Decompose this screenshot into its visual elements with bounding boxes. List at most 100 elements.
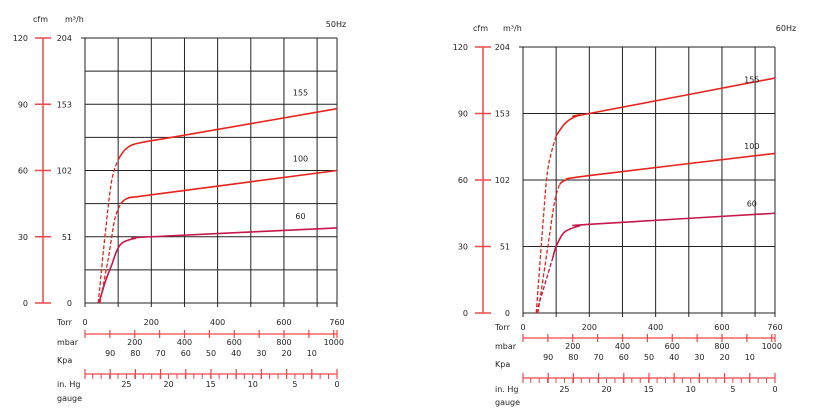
curve-100-solid bbox=[558, 152, 776, 186]
curve-label-155: 155 bbox=[744, 75, 759, 84]
m3h-tick-label: 204 bbox=[57, 34, 72, 43]
chart-50Hz: cfm m³/h 50Hz 0 0 30 51 60 102 90 153 120 204 Torr 0 20… bbox=[13, 15, 346, 403]
curve-label-100: 100 bbox=[744, 142, 759, 151]
kpa-tick-label: 70 bbox=[594, 353, 604, 362]
curve-label-60: 60 bbox=[295, 212, 305, 221]
kpa-tick-label: 90 bbox=[543, 353, 553, 362]
series-100: 100 bbox=[537, 142, 776, 314]
inhg-tick-label: 5 bbox=[730, 385, 735, 394]
kpa-tick-label: 30 bbox=[256, 349, 266, 358]
curve-label-60: 60 bbox=[747, 200, 757, 209]
series-100: 100 bbox=[99, 155, 338, 304]
mbar-axis-label: mbar bbox=[57, 338, 79, 347]
series-155: 155 bbox=[535, 75, 776, 314]
inhg-gauge-label: gauge bbox=[495, 398, 520, 407]
inhg-tick-label: 25 bbox=[121, 380, 131, 389]
kpa-tick-label: 70 bbox=[156, 349, 166, 358]
series-155: 155 bbox=[97, 88, 338, 304]
cfm-tick-label: 0 bbox=[23, 299, 28, 308]
cfm-tick-label: 90 bbox=[18, 100, 28, 109]
chart-title-frequency: 60Hz bbox=[776, 24, 796, 33]
m3h-tick-label: 153 bbox=[495, 110, 510, 119]
inhg-tick-label: 15 bbox=[206, 380, 216, 389]
m3h-tick-label: 153 bbox=[57, 100, 72, 109]
torr-tick-label: 760 bbox=[767, 323, 782, 332]
kpa-tick-label: 50 bbox=[644, 353, 654, 362]
torr-tick-label: 600 bbox=[714, 323, 729, 332]
mbar-tick-label: 600 bbox=[227, 338, 242, 347]
mbar-tick-label: 200 bbox=[565, 342, 580, 351]
cfm-tick-label: 30 bbox=[18, 233, 28, 242]
kpa-tick-label: 40 bbox=[669, 353, 679, 362]
inhg-tick-label: 0 bbox=[334, 380, 339, 389]
curve-label-155: 155 bbox=[293, 88, 308, 97]
kpa-tick-label: 90 bbox=[105, 349, 115, 358]
inhg-tick-label: 20 bbox=[601, 385, 611, 394]
cfm-tick-label: 90 bbox=[458, 110, 468, 119]
torr-tick-label: 0 bbox=[520, 323, 525, 332]
torr-tick-label: 400 bbox=[210, 318, 225, 327]
m3h-tick-label: 51 bbox=[62, 233, 72, 242]
mbar-tick-label: 200 bbox=[127, 338, 142, 347]
curve-100-solid bbox=[120, 169, 338, 205]
inhg-tick-label: 5 bbox=[292, 380, 297, 389]
curve-155-solid bbox=[117, 107, 338, 160]
m3h-tick-label: 102 bbox=[495, 176, 510, 185]
torr-tick-label: 200 bbox=[144, 318, 159, 327]
m3h-tick-label: 0 bbox=[505, 309, 510, 318]
kpa-tick-label: 60 bbox=[619, 353, 629, 362]
chart-60Hz: cfm m³/h 60Hz 0 0 30 51 60 102 90 153 120 204 Torr 0 20… bbox=[453, 24, 796, 407]
kpa-tick-label: 50 bbox=[206, 349, 216, 358]
y-axis-label-cfm: cfm bbox=[473, 24, 488, 33]
m3h-tick-label: 204 bbox=[495, 43, 510, 52]
kpa-tick-label: 20 bbox=[282, 349, 292, 358]
curve-155-solid bbox=[555, 77, 776, 137]
inhg-tick-label: 20 bbox=[163, 380, 173, 389]
cfm-tick-label: 60 bbox=[18, 167, 28, 176]
mbar-tick-label: 1000 bbox=[324, 338, 344, 347]
curve-155-dashed bbox=[97, 159, 119, 304]
curve-100-dashed bbox=[99, 203, 122, 304]
mbar-axis-label: mbar bbox=[495, 342, 517, 351]
y-axis-label-cfm: cfm bbox=[33, 15, 48, 24]
series-60: 60 bbox=[98, 212, 338, 304]
curve-60-solid bbox=[98, 227, 338, 304]
mbar-tick-label: 400 bbox=[615, 342, 630, 351]
torr-tick-label: 400 bbox=[648, 323, 663, 332]
kpa-tick-label: 20 bbox=[720, 353, 730, 362]
kpa-tick-label: 10 bbox=[745, 353, 755, 362]
inhg-tick-label: 10 bbox=[686, 385, 696, 394]
torr-tick-label: 200 bbox=[582, 323, 597, 332]
inhg-tick-label: 15 bbox=[644, 385, 654, 394]
cfm-tick-label: 120 bbox=[13, 34, 28, 43]
curve-60-solid bbox=[552, 212, 776, 258]
inhg-tick-label: 0 bbox=[772, 385, 777, 394]
m3h-tick-label: 51 bbox=[500, 243, 510, 252]
kpa-tick-label: 10 bbox=[307, 349, 317, 358]
mbar-tick-label: 800 bbox=[276, 338, 291, 347]
torr-axis-label: Torr bbox=[56, 318, 73, 327]
kpa-tick-label: 80 bbox=[130, 349, 140, 358]
kpa-axis-label: Kpa bbox=[57, 356, 72, 365]
torr-tick-label: 0 bbox=[82, 318, 87, 327]
mbar-tick-label: 400 bbox=[177, 338, 192, 347]
cfm-tick-label: 30 bbox=[458, 243, 468, 252]
torr-axis-label: Torr bbox=[494, 323, 511, 332]
kpa-axis-label: Kpa bbox=[495, 360, 510, 369]
inhg-axis-label: in. Hg bbox=[495, 385, 518, 394]
mbar-tick-label: 600 bbox=[665, 342, 680, 351]
torr-tick-label: 600 bbox=[276, 318, 291, 327]
y-axis-label-m3h: m³/h bbox=[65, 15, 84, 24]
kpa-tick-label: 60 bbox=[181, 349, 191, 358]
y-axis-label-m3h: m³/h bbox=[503, 24, 522, 33]
kpa-tick-label: 80 bbox=[568, 353, 578, 362]
kpa-tick-label: 30 bbox=[694, 353, 704, 362]
curve-155-dashed bbox=[535, 135, 557, 314]
inhg-gauge-label: gauge bbox=[57, 394, 82, 403]
cfm-tick-label: 120 bbox=[453, 43, 468, 52]
inhg-tick-label: 25 bbox=[559, 385, 569, 394]
curve-60-dashed bbox=[535, 257, 554, 314]
torr-tick-label: 760 bbox=[329, 318, 344, 327]
series-60: 60 bbox=[535, 200, 776, 314]
